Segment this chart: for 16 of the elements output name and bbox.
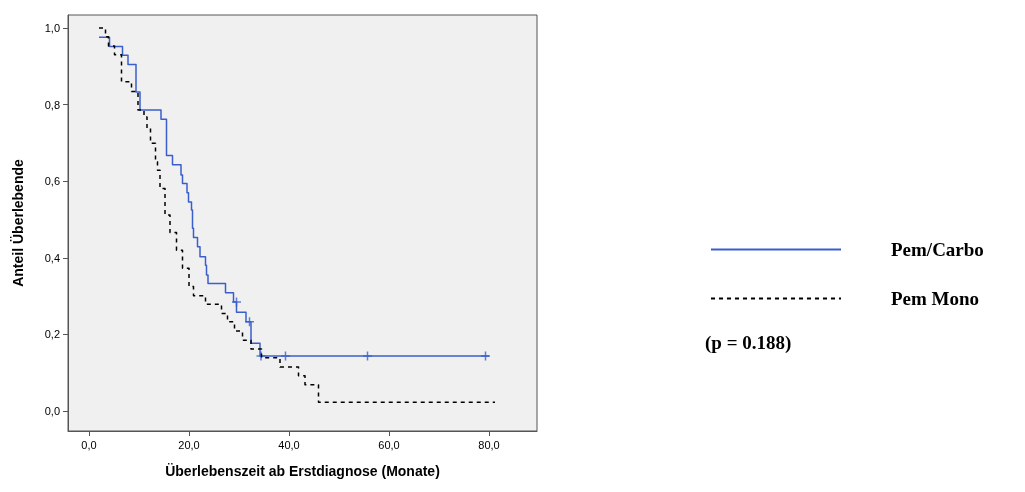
y-tick-label: 0,2	[44, 328, 60, 341]
y-tick-label: 0,6	[44, 175, 60, 188]
y-tick-label: 0,8	[44, 98, 60, 111]
y-tick-label: 0,0	[44, 405, 60, 418]
x-tick-label: 60,0	[378, 438, 400, 451]
x-axis-title: Überlebenszeit ab Erstdiagnose (Monate)	[165, 463, 440, 479]
text: Pem Mono	[891, 288, 980, 309]
text: Pem/Carbo	[891, 239, 984, 260]
y-axis-title: Anteil Überlebende	[10, 159, 26, 287]
y-tick-label: 0,4	[44, 251, 60, 264]
x-tick-label: 20,0	[178, 438, 200, 451]
x-tick-label: 0,0	[81, 438, 97, 451]
x-tick-label: 80,0	[478, 438, 500, 451]
x-tick-label: 40,0	[278, 438, 300, 451]
text: (p = 0.188)	[705, 332, 792, 354]
y-tick-label: 1,0	[44, 22, 60, 35]
